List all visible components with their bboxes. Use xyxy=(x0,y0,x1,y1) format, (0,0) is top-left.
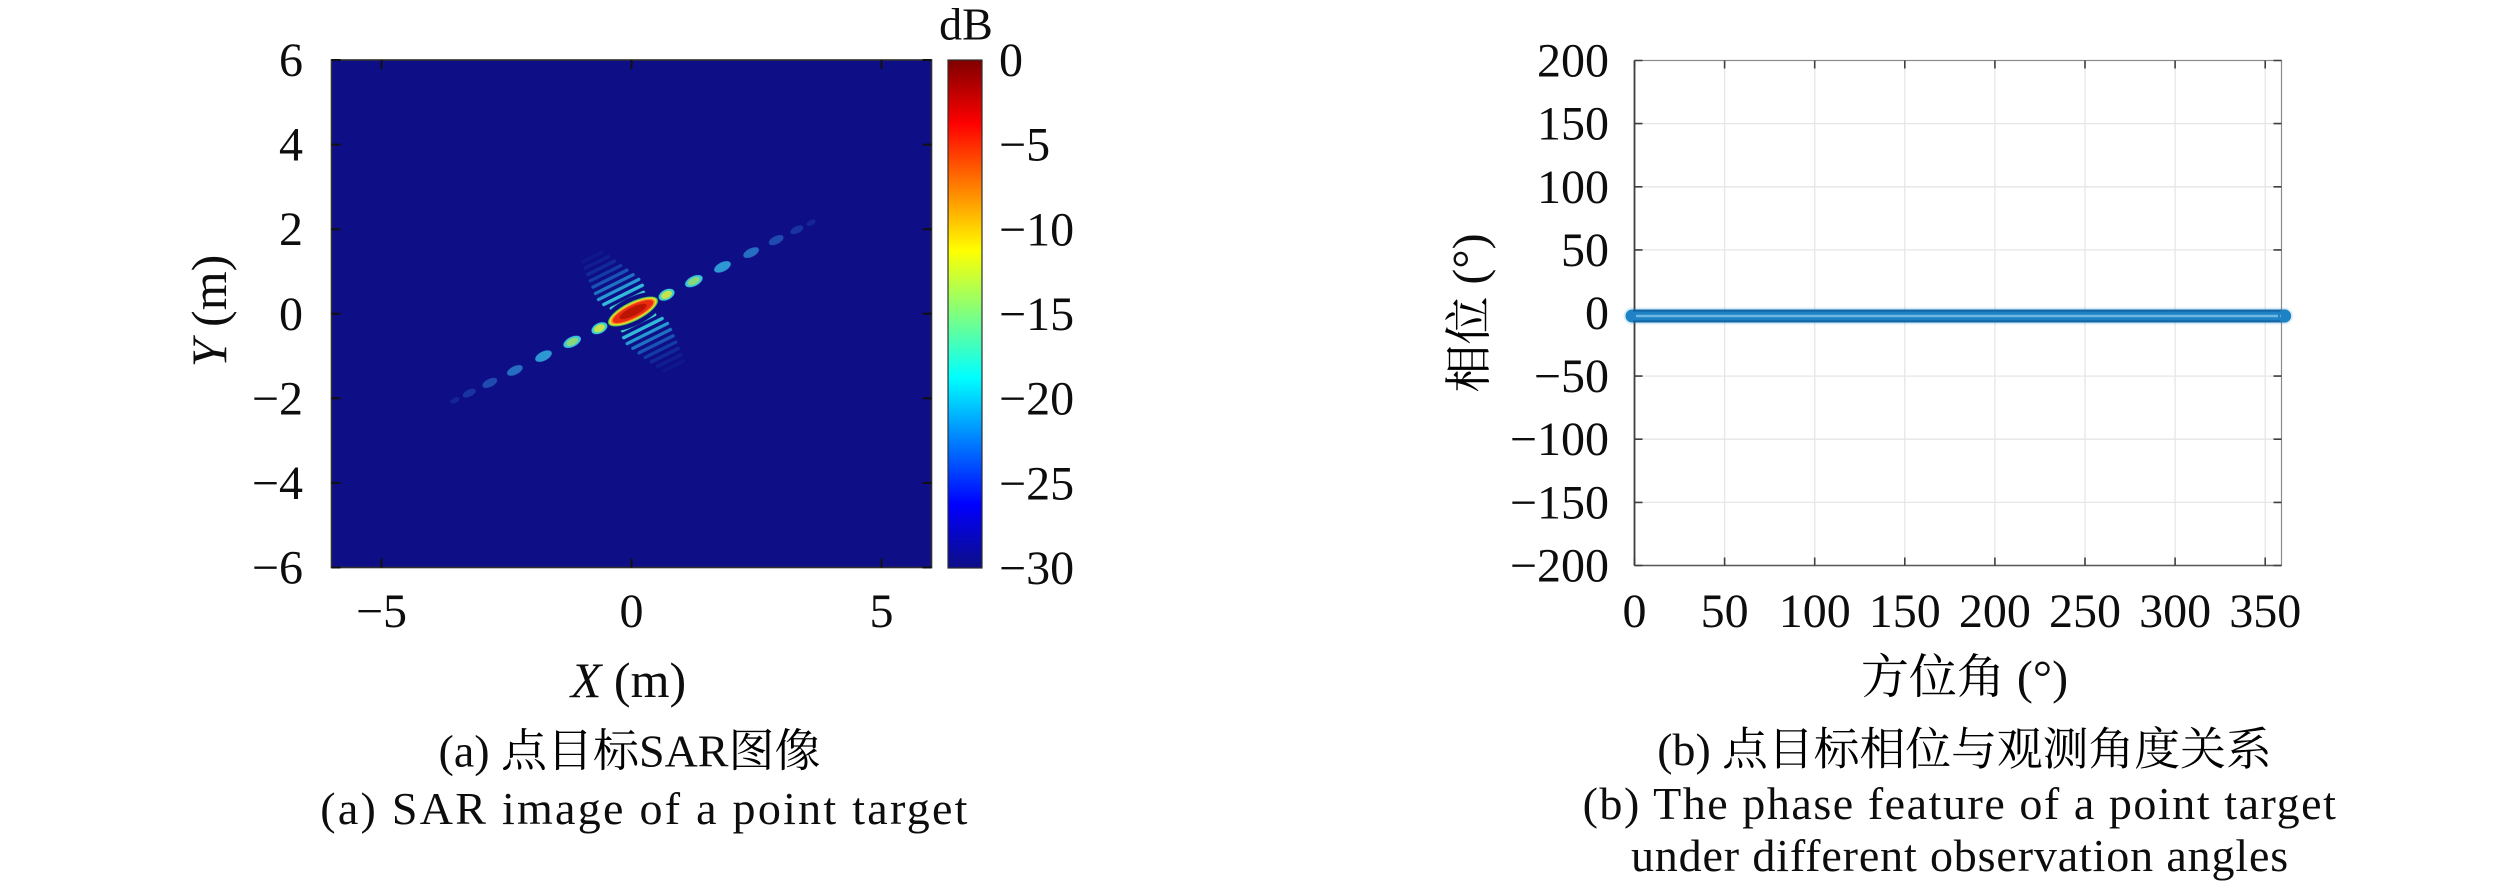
svg-text:−25: −25 xyxy=(999,457,1074,510)
svg-text:4: 4 xyxy=(279,119,303,172)
svg-text:150: 150 xyxy=(1869,585,1941,638)
svg-text:150: 150 xyxy=(1537,98,1609,151)
svg-text:(a): (a) xyxy=(439,726,502,777)
svg-text:under different observation an: under different observation angles xyxy=(1631,830,2289,881)
svg-text:100: 100 xyxy=(1779,585,1851,638)
svg-text:0: 0 xyxy=(999,34,1023,87)
svg-text:−20: −20 xyxy=(999,373,1074,426)
svg-text:0: 0 xyxy=(279,288,303,341)
svg-text:SAR: SAR xyxy=(639,726,729,777)
svg-text:(°): (°) xyxy=(1443,233,1496,296)
svg-text:−5: −5 xyxy=(999,119,1050,172)
svg-text:−2: −2 xyxy=(252,372,303,425)
svg-text:Y (m): Y (m) xyxy=(181,255,237,368)
svg-text:−150: −150 xyxy=(1510,476,1609,529)
svg-text:−50: −50 xyxy=(1534,350,1609,403)
svg-text:6: 6 xyxy=(279,34,303,87)
svg-text:X (m): X (m) xyxy=(569,652,686,708)
svg-text:100: 100 xyxy=(1537,161,1609,214)
svg-text:−5: −5 xyxy=(356,585,407,638)
svg-text:50: 50 xyxy=(1561,224,1609,277)
svg-text:dB: dB xyxy=(939,0,993,50)
svg-text:(b) The phase feature of a poi: (b) The phase feature of a point target xyxy=(1583,778,2338,829)
svg-text:−200: −200 xyxy=(1510,540,1609,593)
svg-text:200: 200 xyxy=(1537,35,1609,88)
svg-text:0: 0 xyxy=(1623,585,1647,638)
svg-text:300: 300 xyxy=(2139,585,2211,638)
svg-text:−4: −4 xyxy=(252,457,303,510)
svg-text:5: 5 xyxy=(870,585,894,638)
svg-text:(b): (b) xyxy=(1657,724,1722,775)
svg-text:−100: −100 xyxy=(1510,413,1609,466)
svg-text:−30: −30 xyxy=(999,542,1074,595)
svg-text:2: 2 xyxy=(279,203,303,256)
svg-text:0: 0 xyxy=(620,585,644,638)
svg-text:250: 250 xyxy=(2049,585,2121,638)
svg-text:200: 200 xyxy=(1959,585,2031,638)
svg-text:50: 50 xyxy=(1701,585,1749,638)
svg-text:(a) SAR image of a point targe: (a) SAR image of a point target xyxy=(320,783,969,834)
svg-text:0: 0 xyxy=(1585,287,1609,340)
svg-text:−10: −10 xyxy=(999,203,1074,256)
svg-text:−6: −6 xyxy=(252,542,303,595)
svg-text:−15: −15 xyxy=(999,288,1074,341)
svg-text:350: 350 xyxy=(2229,585,2301,638)
svg-text:(°): (°) xyxy=(2005,651,2068,704)
